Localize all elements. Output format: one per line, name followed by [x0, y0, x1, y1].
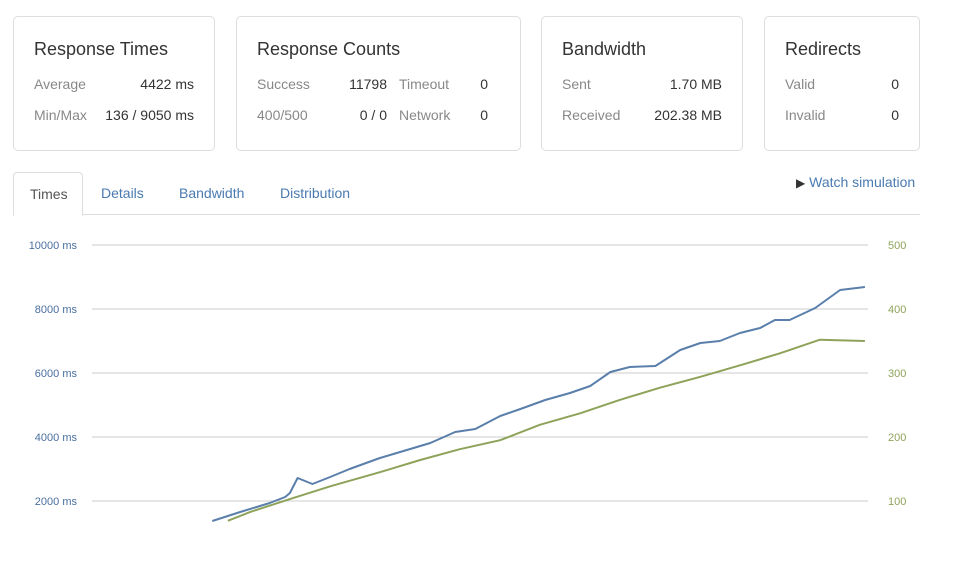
network-label: Network [399, 107, 451, 123]
y-right-tick-label: 200 [888, 432, 906, 444]
success-value: 11798 [349, 76, 387, 92]
invalid-label: Invalid [785, 107, 826, 123]
tab-distribution[interactable]: Distribution [280, 185, 351, 201]
y-left-tick-label: 2000 ms [35, 496, 78, 508]
received-value: 202.38 MB [654, 107, 722, 123]
errors-value: 0 / 0 [359, 107, 387, 123]
valid-value: 0 [891, 76, 899, 92]
sent-value: 1.70 MB [669, 76, 722, 92]
received-label: Received [562, 107, 621, 123]
card-title: Redirects [785, 39, 862, 59]
response-time-line [211, 286, 866, 522]
card-title: Response Times [34, 39, 169, 59]
minmax-label: Min/Max [34, 107, 87, 123]
tab-bandwidth[interactable]: Bandwidth [179, 185, 245, 201]
invalid-value: 0 [891, 107, 899, 123]
average-label: Average [34, 76, 86, 92]
errors-label: 400/500 [257, 107, 308, 123]
response-counts-card: Response Counts Success 11798 Timeout 0 … [236, 16, 521, 151]
response-times-card: Response Times Average 4422 ms Min/Max 1… [13, 16, 215, 151]
watch-simulation-label: Watch simulation [809, 174, 916, 190]
bandwidth-card: Bandwidth Sent 1.70 MB Received 202.38 M… [541, 16, 743, 151]
chart-tabs: Times Details Bandwidth Distribution [13, 172, 920, 216]
tab-details[interactable]: Details [101, 185, 144, 201]
average-value: 4422 ms [140, 76, 194, 92]
y-right-tick-label: 300 [888, 368, 906, 380]
tab-times[interactable]: Times [13, 172, 83, 216]
sent-label: Sent [562, 76, 591, 92]
response-times-chart: 2000 ms 4000 ms 6000 ms 8000 ms 10000 ms 100 2… [29, 240, 906, 522]
y-right-tick-label: 100 [888, 496, 906, 508]
active-users-line [227, 338, 865, 522]
y-right-tick-label: 400 [888, 304, 906, 316]
y-left-tick-label: 10000 ms [29, 240, 78, 252]
card-title: Response Counts [257, 39, 401, 59]
y-left-tick-label: 4000 ms [35, 432, 78, 444]
play-icon: ▶ [796, 176, 806, 190]
timeout-label: Timeout [399, 76, 450, 92]
watch-simulation-link[interactable]: ▶ Watch simulation [796, 174, 915, 190]
minmax-value: 136 / 9050 ms [105, 107, 194, 123]
y-left-tick-label: 6000 ms [35, 368, 78, 380]
timeout-value: 0 [480, 76, 488, 92]
card-title: Bandwidth [562, 39, 647, 59]
valid-label: Valid [785, 76, 816, 92]
success-label: Success [257, 76, 310, 92]
redirects-card: Redirects Valid 0 Invalid 0 [764, 16, 920, 151]
y-right-tick-label: 500 [888, 240, 906, 252]
network-value: 0 [480, 107, 488, 123]
y-left-tick-label: 8000 ms [35, 304, 78, 316]
